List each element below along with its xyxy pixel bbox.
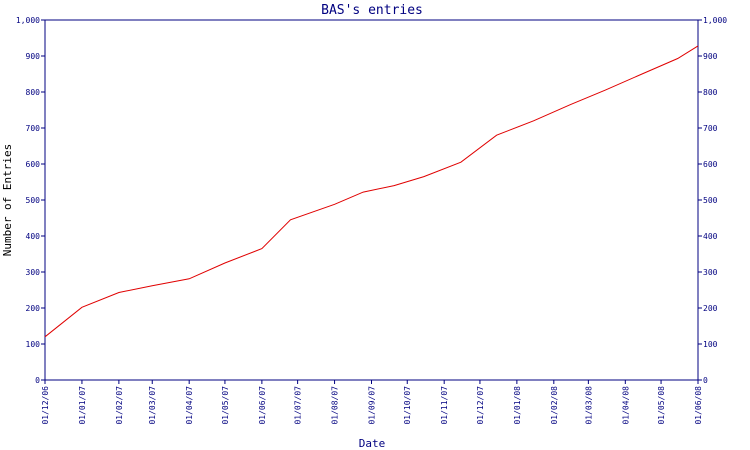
x-tick-label: 01/04/08 xyxy=(621,386,630,425)
entries-series-line xyxy=(44,45,699,338)
plot-border xyxy=(44,19,699,381)
y-tick-label-left: 300 xyxy=(26,268,41,277)
x-tick-label: 01/08/07 xyxy=(331,386,340,425)
y-tick-label-left: 600 xyxy=(26,160,41,169)
x-tick-label: 01/12/07 xyxy=(476,386,485,425)
x-tick-label: 01/05/07 xyxy=(221,386,230,425)
y-tick-label-left: 400 xyxy=(26,232,41,241)
x-tick-label: 01/07/07 xyxy=(294,386,303,425)
series-layer xyxy=(44,45,699,338)
x-tick-label: 01/06/07 xyxy=(258,386,267,425)
y-tick-label-left: 100 xyxy=(26,340,41,349)
y-tick-label-right: 900 xyxy=(703,52,718,61)
y-tick-label-left: 800 xyxy=(26,88,41,97)
chart-title: BAS's entries xyxy=(321,3,423,18)
y-tick-label-left: 0 xyxy=(35,376,40,385)
right-y-axis: 0 100 200 300 400 500 600 700 800 900 1,000 xyxy=(698,16,727,385)
y-tick-label-right: 100 xyxy=(703,340,718,349)
x-tick-label: 01/04/07 xyxy=(185,386,194,425)
y-tick-label-right: 300 xyxy=(703,268,718,277)
y-tick-label-left: 1,000 xyxy=(16,16,40,25)
y-tick-label-right: 1,000 xyxy=(703,16,727,25)
x-axis: 01/12/06 01/01/07 01/02/07 01/03/07 01/04/07… xyxy=(41,380,703,425)
x-tick-label: 01/05/08 xyxy=(657,386,666,425)
x-tick-label: 01/01/08 xyxy=(513,386,522,425)
y-axis-label: Number of Entries xyxy=(1,144,14,257)
y-tick-label-right: 700 xyxy=(703,124,718,133)
x-tick-label: 01/10/07 xyxy=(403,386,412,425)
x-tick-label: 01/03/08 xyxy=(584,386,593,425)
x-tick-label: 01/09/07 xyxy=(368,386,377,425)
y-tick-label-left: 700 xyxy=(26,124,41,133)
left-y-axis: 0 100 200 300 400 500 600 700 800 900 1,000 xyxy=(16,16,45,385)
x-tick-label: 01/06/08 xyxy=(694,386,703,425)
y-tick-label-left: 200 xyxy=(26,304,41,313)
x-tick-label: 01/12/06 xyxy=(41,386,50,425)
y-tick-label-right: 0 xyxy=(703,376,708,385)
y-tick-label-right: 800 xyxy=(703,88,718,97)
plot-frame xyxy=(44,19,699,381)
x-tick-label: 01/03/07 xyxy=(148,386,157,425)
x-tick-label: 01/11/07 xyxy=(440,386,449,425)
x-tick-label: 01/01/07 xyxy=(78,386,87,425)
y-tick-label-right: 200 xyxy=(703,304,718,313)
x-axis-label: Date xyxy=(359,437,386,450)
x-tick-label: 01/02/07 xyxy=(115,386,124,425)
y-tick-label-left: 900 xyxy=(26,52,41,61)
y-tick-label-right: 600 xyxy=(703,160,718,169)
y-tick-label-right: 400 xyxy=(703,232,718,241)
y-tick-label-right: 500 xyxy=(703,196,718,205)
x-tick-label: 01/02/08 xyxy=(550,386,559,425)
y-tick-label-left: 500 xyxy=(26,196,41,205)
